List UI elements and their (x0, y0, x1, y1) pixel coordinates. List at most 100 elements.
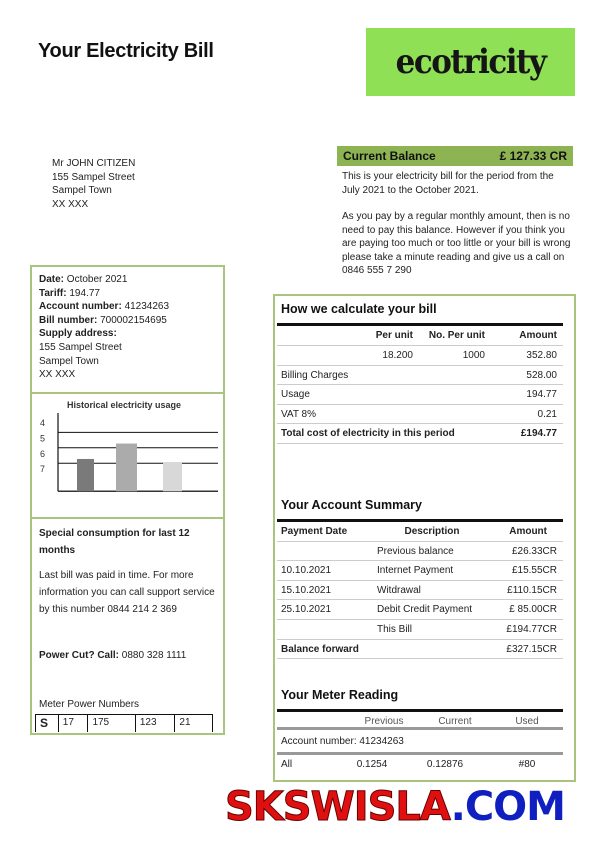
col-date: Payment Date (281, 526, 348, 537)
tariff-label: Tariff: (39, 287, 67, 299)
current-balance-bar: Current Balance £ 127.33 CR (337, 146, 573, 166)
amount: 194.77 (526, 389, 557, 401)
item: Billing Charges (281, 369, 349, 381)
meter-account: Account number: 41234263 (281, 736, 404, 747)
summary-title: Your Account Summary (281, 498, 422, 512)
supply-label: Supply address: (39, 328, 117, 340)
special-title: Special consumption for last 12 months (39, 528, 190, 556)
col-current: Current (438, 716, 472, 727)
per-unit: 18.200 (382, 350, 413, 361)
meter-header: Previous Current Used (277, 712, 563, 732)
balance-label: Current Balance (343, 149, 436, 163)
summary-forward: Balance forward £327.15CR (277, 640, 563, 660)
y-tick-label: 7 (40, 464, 45, 474)
summary-row: This Bill £194.77CR (277, 620, 563, 640)
amount: £15.55CR (511, 565, 557, 577)
item: Usage (281, 389, 310, 401)
meter-digit: 123 (136, 715, 176, 732)
meter-numbers: S 17 175 123 21 (35, 714, 213, 732)
special-consumption: Special consumption for last 12 months L… (32, 519, 223, 733)
bill-details-panel: How we calculate your bill Your Account … (273, 294, 576, 782)
supply-line: 155 Sampel Street (39, 341, 122, 353)
account-info-panel: Date: October 2021 Tariff: 194.77 Accoun… (30, 265, 225, 735)
description: Internet Payment (377, 565, 454, 577)
current: 0.12876 (426, 759, 464, 770)
col-amount: Amount (509, 526, 547, 537)
payment-text: As you pay by a regular monthly amount, … (342, 211, 571, 276)
amount: £110.15CR (507, 584, 557, 596)
description: This Bill (377, 624, 413, 635)
meter-digit: 175 (88, 715, 136, 732)
col-used: Used (515, 716, 539, 727)
date-value: October 2021 (66, 274, 128, 285)
col-amount: Amount (519, 330, 557, 341)
no-per-unit: 1000 (462, 350, 485, 361)
usage-chart: Historical electricity usage 4 5 6 7 (40, 400, 218, 493)
account-value: 41234263 (124, 301, 170, 313)
forward-label: Balance forward (281, 643, 359, 655)
powercut-number: 0880 328 1111 (121, 650, 187, 661)
bill-value: 700002154695 (100, 314, 167, 326)
calc-total: Total cost of electricity in this period… (277, 424, 563, 444)
usage-bar (163, 462, 182, 492)
description: Debit Credit Payment (377, 604, 473, 616)
address-line: 155 Sampel Street (52, 171, 135, 183)
summary-row: 10.10.2021 Internet Payment £15.55CR (277, 561, 563, 581)
bill-label: Bill number: (39, 314, 98, 326)
meter-account-row: Account number: 41234263 (277, 732, 563, 752)
forward-amount: £327.15CR (506, 643, 557, 655)
y-tick-label: 6 (40, 449, 45, 459)
address-line: Mr JOHN CITIZEN (52, 158, 136, 169)
meter-register: All (281, 759, 293, 770)
amount: £26.33CR (511, 545, 557, 557)
summary-header: Payment Date Description Amount (277, 522, 563, 542)
amount: £194.77CR (506, 624, 557, 635)
chart-title: Historical electricity usage (67, 400, 181, 410)
total-label: Total cost of electricity in this period (281, 428, 455, 440)
col-previous: Previous (364, 716, 404, 727)
balance-description: This is your electricity bill for the pe… (342, 170, 574, 278)
description: Previous balance (377, 545, 454, 557)
special-text: Last bill was paid in time. For more inf… (39, 570, 215, 615)
calc-row: 18.200 1000 352.80 (277, 346, 563, 366)
previous: 0.1254 (356, 759, 388, 770)
meter-title: Your Meter Reading (281, 688, 399, 702)
address-line: XX XXX (52, 198, 89, 210)
meter-digit: 17 (59, 715, 89, 732)
supply-line: XX XXX (39, 369, 76, 381)
ecotricity-logo: ecotricity (366, 28, 575, 96)
supply-line: Sampel Town (39, 355, 99, 367)
col-no-per-unit: No. Per unit (428, 330, 485, 341)
watermark: SKSWISLA.COM (225, 784, 566, 830)
used: #80 (518, 759, 536, 770)
total-amount: £194.77 (520, 428, 557, 440)
balance-amount: £ 127.33 CR (499, 149, 567, 163)
usage-chart-section: Historical electricity usage 4 5 6 7 (32, 394, 223, 519)
amount: 528.00 (526, 369, 557, 381)
bill-info: Date: October 2021 Tariff: 194.77 Accoun… (32, 267, 223, 394)
calc-row: Billing Charges 528.00 (277, 366, 563, 386)
item: VAT 8% (281, 408, 317, 420)
page-title: Your Electricity Bill (38, 40, 214, 62)
col-per-unit: Per unit (375, 330, 413, 341)
summary-row: 25.10.2021 Debit Credit Payment £ 85.00CR (277, 600, 563, 620)
meter-digit: S (36, 715, 59, 732)
powercut-label: Power Cut? Call: (39, 650, 120, 661)
divider (277, 323, 563, 326)
amount: 352.80 (526, 350, 557, 361)
divider (277, 727, 563, 730)
account-label: Account number: (39, 301, 122, 313)
tariff-value: 194.77 (69, 287, 100, 299)
summary-row: Previous balance £26.33CR (277, 542, 563, 562)
meter-digit: 21 (179, 717, 191, 728)
amount: 0.21 (537, 408, 557, 420)
description: Witdrawal (377, 584, 421, 596)
y-tick-label: 5 (40, 433, 45, 443)
address-line: Sampel Town (52, 185, 112, 196)
payment-date: 25.10.2021 (281, 604, 332, 616)
payment-date: 10.10.2021 (281, 565, 332, 577)
usage-bar (77, 458, 94, 492)
divider (277, 709, 563, 712)
y-tick-label: 4 (40, 418, 45, 428)
meter-label: Meter Power Numbers (39, 699, 140, 710)
